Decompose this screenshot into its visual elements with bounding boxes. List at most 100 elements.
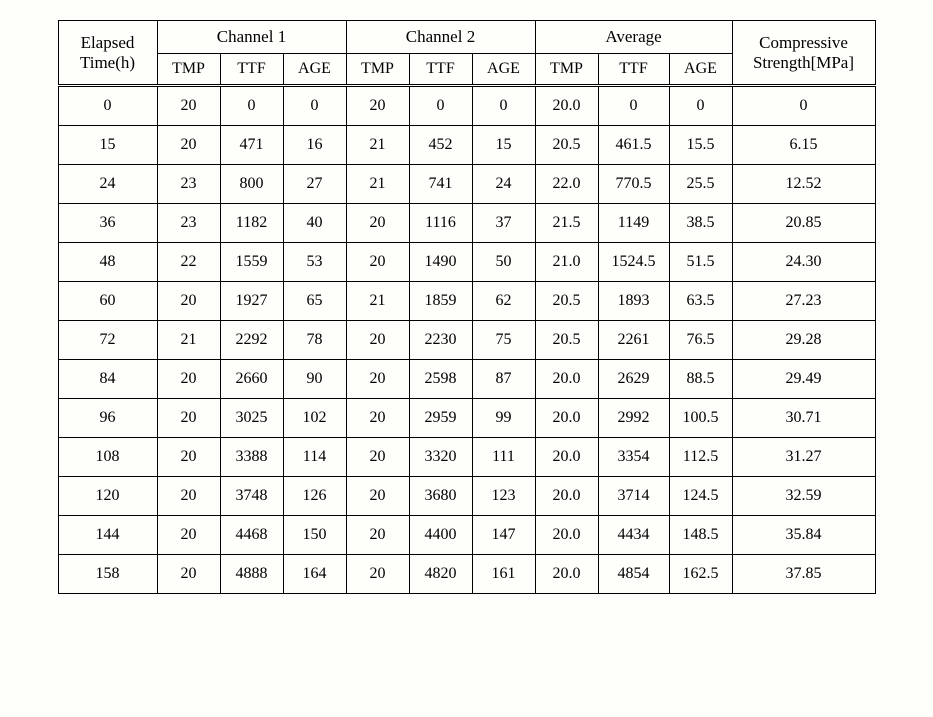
table-row: 12020374812620368012320.03714124.532.59 [58, 477, 875, 516]
cell-compressive-strength: 24.30 [732, 243, 875, 282]
table-body: 02000200020.0000152047116214521520.5461.… [58, 86, 875, 594]
cell-c1-age: 0 [283, 86, 346, 126]
cell-time: 120 [58, 477, 157, 516]
cell-c1-age: 27 [283, 165, 346, 204]
table-row: 10820338811420332011120.03354112.531.27 [58, 438, 875, 477]
cell-time: 144 [58, 516, 157, 555]
sub-avg-tmp: TMP [535, 54, 598, 86]
cell-compressive-strength: 31.27 [732, 438, 875, 477]
cell-compressive-strength: 6.15 [732, 126, 875, 165]
cell-c1-age: 16 [283, 126, 346, 165]
cell-c2-tmp: 21 [346, 165, 409, 204]
cell-avg-age: 76.5 [669, 321, 732, 360]
cell-c1-tmp: 20 [157, 555, 220, 594]
cell-c1-ttf: 1559 [220, 243, 283, 282]
table-row: 152047116214521520.5461.515.56.15 [58, 126, 875, 165]
cell-avg-tmp: 20.0 [535, 477, 598, 516]
cell-avg-ttf: 4854 [598, 555, 669, 594]
cell-compressive-strength: 32.59 [732, 477, 875, 516]
cell-c2-age: 0 [472, 86, 535, 126]
cell-compressive-strength: 12.52 [732, 165, 875, 204]
cell-c2-ttf: 741 [409, 165, 472, 204]
cell-avg-age: 124.5 [669, 477, 732, 516]
cell-time: 158 [58, 555, 157, 594]
cell-avg-tmp: 20.0 [535, 360, 598, 399]
cell-c2-tmp: 20 [346, 516, 409, 555]
cell-c1-tmp: 21 [157, 321, 220, 360]
cell-c1-ttf: 800 [220, 165, 283, 204]
cell-c2-ttf: 0 [409, 86, 472, 126]
cell-avg-ttf: 2629 [598, 360, 669, 399]
cell-avg-age: 51.5 [669, 243, 732, 282]
cell-c2-tmp: 21 [346, 126, 409, 165]
cell-c2-tmp: 20 [346, 399, 409, 438]
cell-avg-age: 100.5 [669, 399, 732, 438]
cell-c1-ttf: 1182 [220, 204, 283, 243]
header-channel1: Channel 1 [157, 21, 346, 54]
cell-compressive-strength: 27.23 [732, 282, 875, 321]
cell-c2-tmp: 20 [346, 204, 409, 243]
cell-avg-age: 15.5 [669, 126, 732, 165]
cell-c2-ttf: 2230 [409, 321, 472, 360]
header-compressive-strength: Compressive Strength[MPa] [732, 21, 875, 86]
cell-avg-tmp: 20.5 [535, 282, 598, 321]
cell-c2-age: 87 [472, 360, 535, 399]
cell-c1-age: 53 [283, 243, 346, 282]
cell-avg-tmp: 20.5 [535, 126, 598, 165]
cell-c2-age: 75 [472, 321, 535, 360]
cell-c2-age: 147 [472, 516, 535, 555]
table-row: 60201927652118596220.5189363.527.23 [58, 282, 875, 321]
cell-c2-tmp: 20 [346, 321, 409, 360]
cell-avg-ttf: 1893 [598, 282, 669, 321]
header-elapsed: Elapsed Time(h) [58, 21, 157, 86]
cell-avg-tmp: 20.0 [535, 86, 598, 126]
cell-c2-tmp: 21 [346, 282, 409, 321]
cell-c1-ttf: 0 [220, 86, 283, 126]
data-table: Elapsed Time(h) Channel 1 Channel 2 Aver… [58, 20, 876, 594]
cell-compressive-strength: 29.49 [732, 360, 875, 399]
cell-c1-ttf: 2660 [220, 360, 283, 399]
cell-avg-ttf: 2992 [598, 399, 669, 438]
cell-c2-age: 161 [472, 555, 535, 594]
cell-c1-tmp: 20 [157, 477, 220, 516]
cell-c1-age: 102 [283, 399, 346, 438]
cell-avg-ttf: 3714 [598, 477, 669, 516]
cell-c1-tmp: 20 [157, 399, 220, 438]
cell-time: 24 [58, 165, 157, 204]
cell-c2-ttf: 452 [409, 126, 472, 165]
cell-c1-age: 40 [283, 204, 346, 243]
cell-compressive-strength: 20.85 [732, 204, 875, 243]
cell-avg-tmp: 21.0 [535, 243, 598, 282]
cell-time: 48 [58, 243, 157, 282]
header-average: Average [535, 21, 732, 54]
sub-c2-ttf: TTF [409, 54, 472, 86]
cell-c1-age: 164 [283, 555, 346, 594]
cell-c1-tmp: 23 [157, 165, 220, 204]
cell-c1-ttf: 1927 [220, 282, 283, 321]
cell-avg-age: 63.5 [669, 282, 732, 321]
cell-c2-age: 24 [472, 165, 535, 204]
cell-avg-age: 162.5 [669, 555, 732, 594]
cell-avg-tmp: 20.0 [535, 516, 598, 555]
table-row: 962030251022029599920.02992100.530.71 [58, 399, 875, 438]
cell-c1-age: 78 [283, 321, 346, 360]
cell-c2-tmp: 20 [346, 86, 409, 126]
cell-c1-ttf: 4888 [220, 555, 283, 594]
cell-c2-age: 62 [472, 282, 535, 321]
cell-avg-ttf: 770.5 [598, 165, 669, 204]
cell-c2-age: 50 [472, 243, 535, 282]
cell-c2-ttf: 4400 [409, 516, 472, 555]
table-row: 02000200020.0000 [58, 86, 875, 126]
cell-time: 36 [58, 204, 157, 243]
cell-avg-tmp: 20.0 [535, 399, 598, 438]
cell-time: 84 [58, 360, 157, 399]
cell-time: 15 [58, 126, 157, 165]
cell-avg-ttf: 1524.5 [598, 243, 669, 282]
cell-compressive-strength: 35.84 [732, 516, 875, 555]
cell-avg-tmp: 20.0 [535, 555, 598, 594]
cell-compressive-strength: 29.28 [732, 321, 875, 360]
cell-c2-age: 123 [472, 477, 535, 516]
cell-c1-age: 65 [283, 282, 346, 321]
cell-c2-ttf: 2959 [409, 399, 472, 438]
cell-c2-age: 37 [472, 204, 535, 243]
